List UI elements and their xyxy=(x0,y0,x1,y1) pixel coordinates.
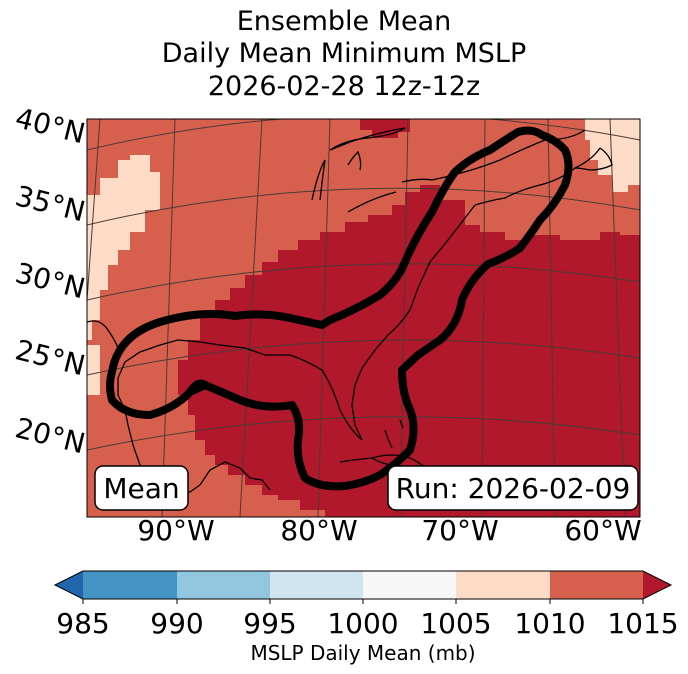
coastlines xyxy=(87,127,613,493)
title-line-2: Daily Mean Minimum MSLP xyxy=(161,38,527,69)
title-line-1: Ensemble Mean xyxy=(236,6,452,37)
colorbar-bin-990-995 xyxy=(177,571,270,599)
run-box-frame xyxy=(387,465,639,511)
lat-label-40n: 40°N xyxy=(12,101,88,150)
colorbar-bin-1005-1010 xyxy=(456,571,550,599)
gridline-25n xyxy=(87,339,640,376)
lake-erie xyxy=(347,191,397,213)
field-1005-1010-west xyxy=(87,155,160,340)
lat-label-20n: 20°N xyxy=(12,411,88,460)
mexico-west xyxy=(87,320,119,349)
run-box-text: Run: 2026-02-09 xyxy=(396,472,631,505)
gridline-30n xyxy=(87,263,640,301)
field-1005-1010-southwest xyxy=(87,345,100,395)
lake-superior xyxy=(329,127,406,151)
colorbar-bin-1010-1015 xyxy=(550,571,643,599)
gridline-70w xyxy=(481,119,486,517)
lon-label-90w: 90°W xyxy=(137,514,214,547)
yucatan xyxy=(199,461,271,491)
gulf-coast xyxy=(117,339,363,493)
mean-box-text: Mean xyxy=(103,472,179,505)
run-box: Run: 2026-02-09 xyxy=(387,465,639,511)
nova-scotia xyxy=(574,147,613,171)
cb-tick-990: 990 xyxy=(150,607,203,640)
mean-box-frame xyxy=(94,465,189,511)
gridline-60w xyxy=(609,119,626,517)
cb-tick-1000: 1000 xyxy=(327,607,398,640)
gridline-65w xyxy=(547,119,556,517)
colorbar-label: MSLP Daily Mean (mb) xyxy=(250,641,475,665)
lon-label-70w: 70°W xyxy=(421,514,498,547)
gridline-35n xyxy=(87,187,640,226)
lake-michigan xyxy=(311,159,326,201)
lat-label-25n: 25°N xyxy=(12,333,88,382)
contour-inner-peak xyxy=(186,379,208,395)
colorbar-over-arrow xyxy=(643,571,671,599)
cb-tick-1010: 1010 xyxy=(514,607,585,640)
lat-label-30n: 30°N xyxy=(12,256,88,305)
cb-tick-1005: 1005 xyxy=(420,607,491,640)
gridline-40n xyxy=(87,119,640,151)
lon-label-80w: 80°W xyxy=(280,514,357,547)
new-england-coast xyxy=(474,147,601,206)
colorbar-bin-985-990 xyxy=(83,571,177,599)
field-above-1015-north xyxy=(360,119,410,138)
bahamas xyxy=(384,419,404,449)
colorbar-ticks xyxy=(82,599,644,604)
colorbar-bin-995-1000 xyxy=(270,571,363,599)
lon-label-60w: 60°W xyxy=(564,514,641,547)
lake-huron xyxy=(347,150,362,171)
colorbar-under-arrow xyxy=(55,571,83,599)
cb-tick-995: 995 xyxy=(243,607,296,640)
lake-ontario xyxy=(401,178,433,183)
st-lawrence xyxy=(431,129,586,181)
map-frame xyxy=(86,118,641,518)
colorbar: 985 990 995 1000 1005 1010 1015 MSLP Dai… xyxy=(53,570,679,665)
title-line-3: 2026-02-28 12z-12z xyxy=(207,71,481,102)
cb-tick-985: 985 xyxy=(56,607,109,640)
lat-label-35n: 35°N xyxy=(12,179,88,228)
mean-box: Mean xyxy=(94,465,189,511)
cb-tick-1015: 1015 xyxy=(607,607,678,640)
east-coast xyxy=(351,204,476,441)
gridline-20n xyxy=(87,416,640,451)
colorbar-bin-1000-1005 xyxy=(363,571,456,599)
gridline-95w xyxy=(87,119,101,301)
contour-outline xyxy=(106,126,573,491)
gridline-80w xyxy=(317,119,331,517)
cuba-west xyxy=(339,457,373,463)
